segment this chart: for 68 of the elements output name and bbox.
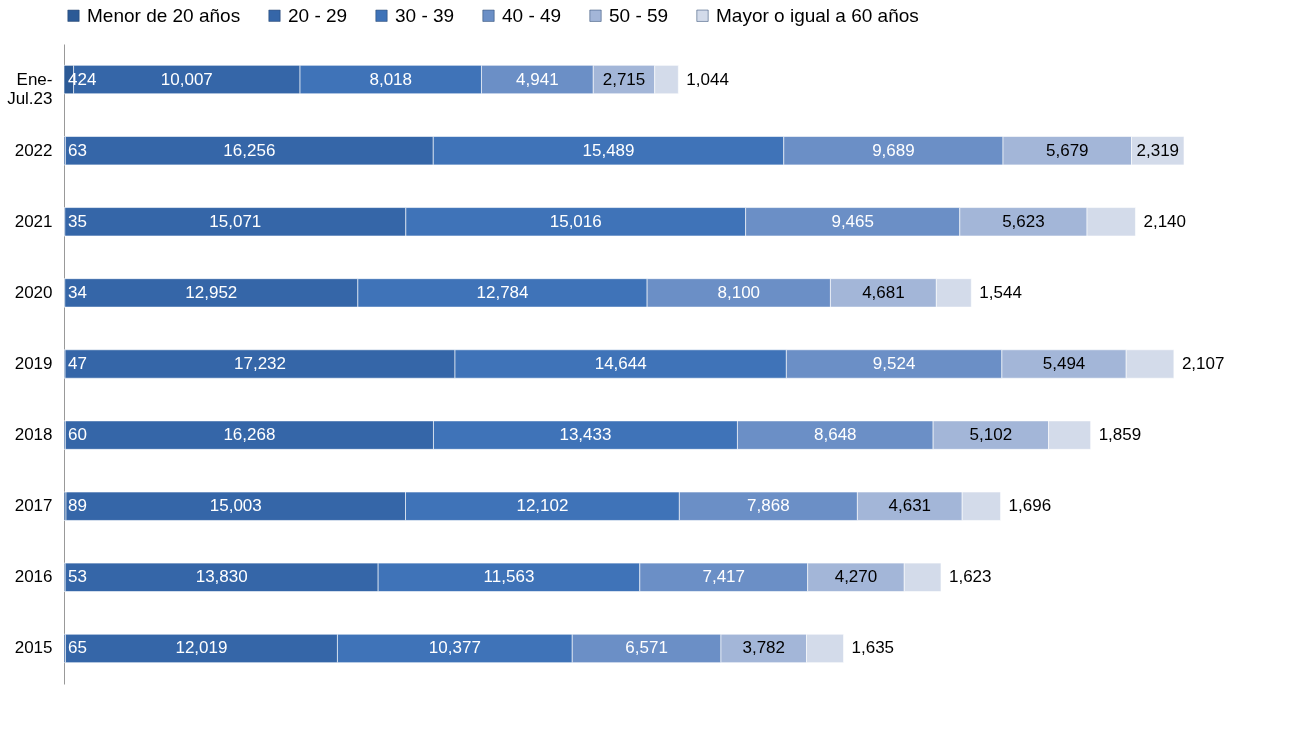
data-label: 3,782: [742, 638, 786, 658]
data-label: 1,859: [1098, 425, 1142, 445]
y-tick-label: 2021: [14, 211, 53, 231]
y-tick-label: 2016: [14, 567, 53, 587]
data-label: 4,631: [888, 496, 932, 516]
y-tick-label: 2022: [14, 140, 53, 160]
legend-label: 30 - 39: [395, 4, 455, 26]
data-label: 5,623: [1002, 211, 1045, 231]
data-label: 10,377: [428, 638, 481, 658]
y-tick-label: 2020: [14, 282, 53, 302]
data-label: 17,232: [234, 354, 287, 373]
data-label: 89: [68, 496, 87, 516]
data-label: 1,696: [1008, 496, 1052, 516]
data-label: 4,270: [834, 567, 878, 587]
data-label: 1,623: [948, 567, 992, 587]
y-tick-label: 2017: [14, 496, 53, 516]
data-label: 12,952: [185, 282, 238, 302]
data-label: 2,319: [1136, 140, 1180, 160]
data-label: 10,007: [160, 69, 213, 89]
data-label: 5,102: [969, 425, 1013, 445]
data-label: 12,019: [175, 638, 228, 658]
data-label: 63: [68, 140, 87, 160]
data-label: 2,107: [1181, 354, 1225, 373]
data-label: 2,140: [1143, 211, 1187, 231]
data-label: 14,644: [594, 354, 647, 373]
data-label: 4,941: [516, 69, 559, 89]
data-label: 4,681: [862, 282, 905, 302]
data-label: 16,256: [223, 140, 276, 160]
data-label: 6,571: [625, 638, 668, 658]
data-label: 1,044: [686, 69, 729, 89]
data-label: 7,417: [702, 567, 745, 587]
data-label: 12,784: [476, 282, 529, 302]
data-label: 2,715: [602, 69, 646, 89]
legend-label: 20 - 29: [288, 4, 348, 26]
data-label: 9,465: [831, 211, 874, 231]
data-label: 1,635: [851, 638, 895, 658]
data-label: 9,689: [872, 140, 915, 160]
data-label: 5,494: [1042, 354, 1086, 373]
y-tick-label: 2018: [14, 425, 53, 445]
data-label: 8,648: [814, 425, 857, 445]
data-label: 15,071: [209, 211, 262, 231]
data-label: 1,544: [979, 282, 1022, 302]
data-label: 9,524: [872, 354, 916, 373]
data-label: 47: [68, 354, 87, 373]
data-label: 34: [68, 282, 87, 302]
data-label: 13,433: [559, 425, 612, 445]
y-tick-label: 2019: [14, 354, 53, 373]
y-tick-label: 2015: [14, 638, 53, 658]
data-label: 15,003: [209, 496, 262, 516]
data-label: 5,679: [1046, 140, 1089, 160]
data-label: 7,868: [747, 496, 790, 516]
legend-label: Mayor o igual a 60 años: [716, 4, 919, 26]
legend-label: 40 - 49: [502, 4, 562, 26]
data-label: 15,016: [549, 211, 602, 231]
data-label: 12,102: [516, 496, 569, 516]
y-tick-label: Ene-Jul.23: [7, 69, 53, 108]
data-label: 60: [68, 425, 87, 445]
legend-label: Menor de 20 años: [87, 4, 241, 26]
data-label: 15,489: [582, 140, 635, 160]
data-label: 35: [68, 211, 87, 231]
legend-label: 50 - 59: [609, 4, 669, 26]
data-label: 8,100: [717, 282, 761, 302]
data-label: 8,018: [369, 69, 413, 89]
data-label: 16,268: [223, 425, 276, 445]
data-label: 53: [68, 567, 87, 587]
data-label: 11,563: [483, 567, 535, 587]
data-label: 65: [68, 638, 87, 658]
data-label: 13,830: [195, 567, 248, 587]
